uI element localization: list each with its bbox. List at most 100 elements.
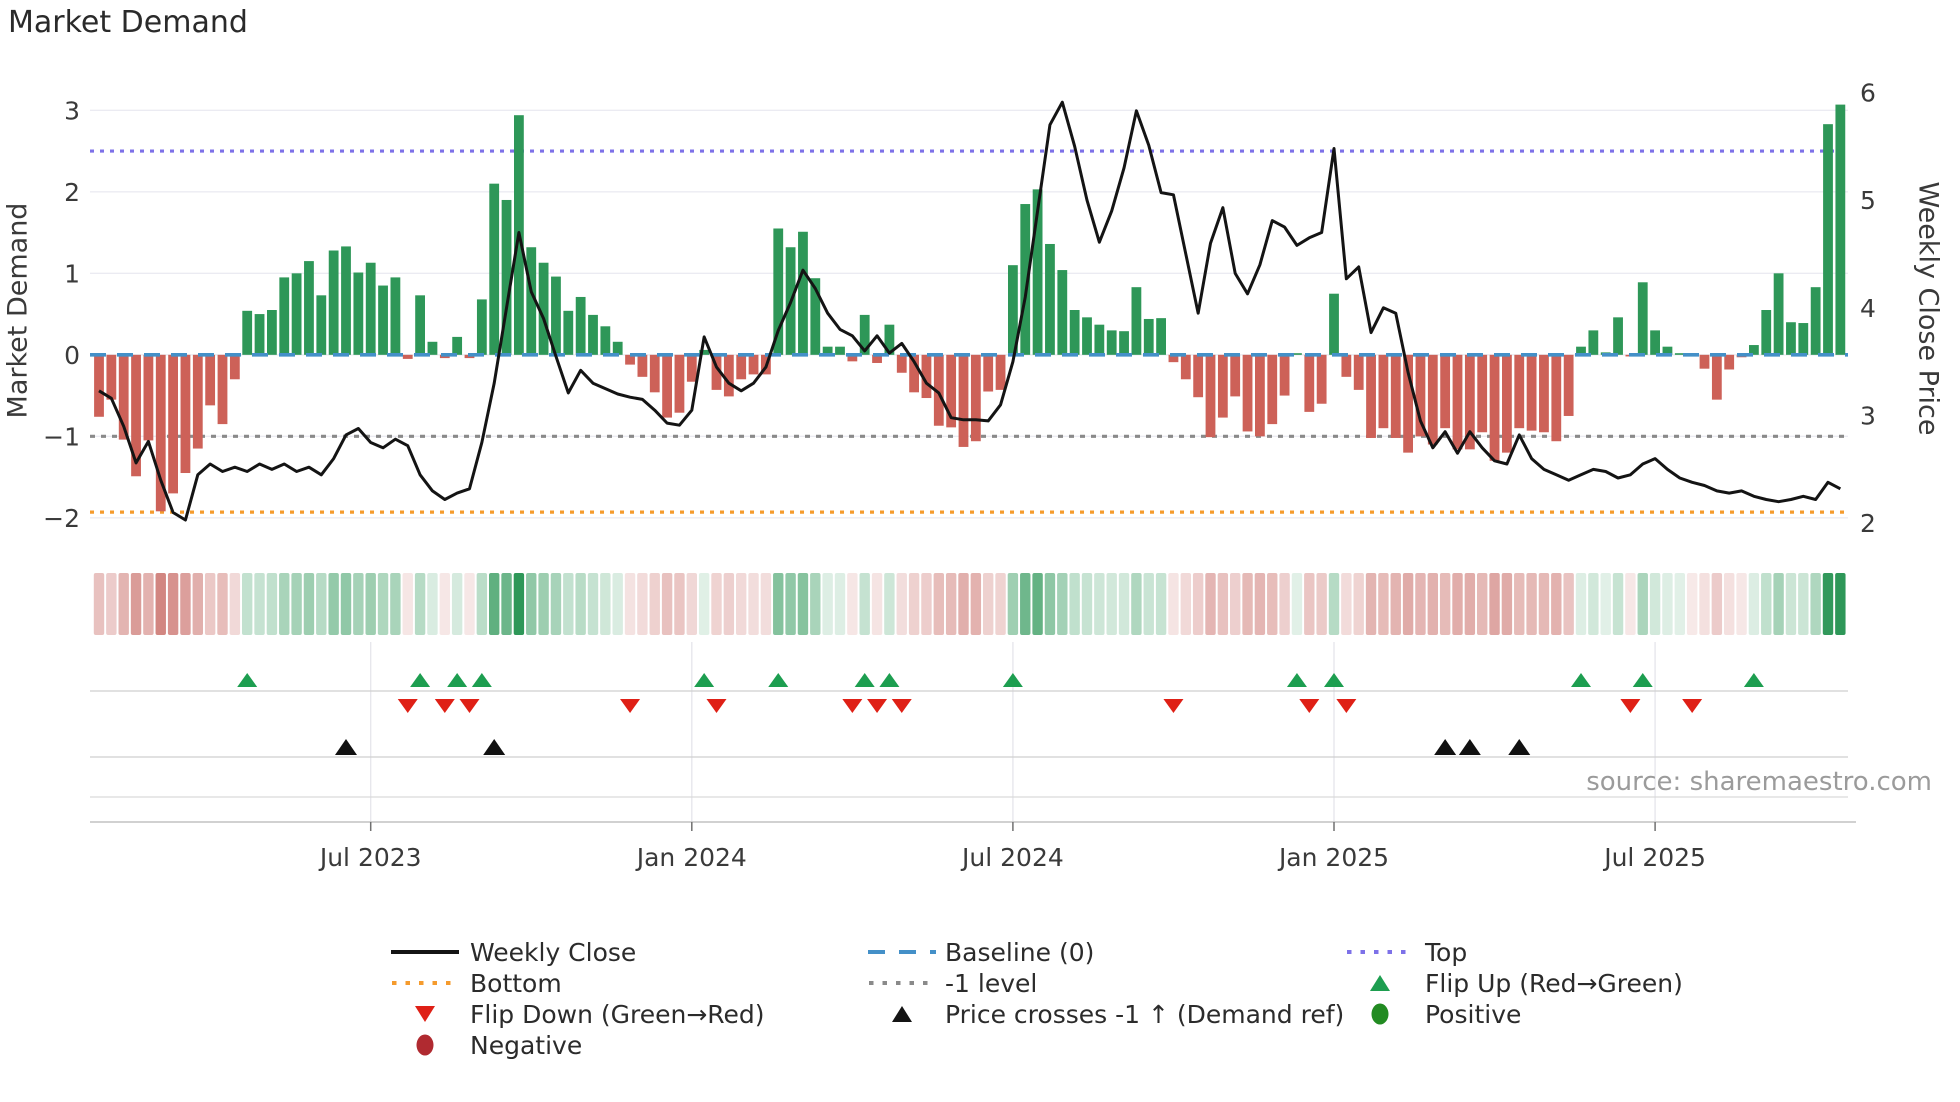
- event-markers: [237, 673, 1764, 755]
- flip-down-marker: [459, 699, 480, 713]
- flip-down-marker: [1336, 699, 1357, 713]
- heatmap-cell: [661, 573, 673, 635]
- demand-bar: [415, 295, 425, 355]
- heatmap-cell: [1452, 573, 1463, 635]
- heatmap-cell: [600, 573, 611, 635]
- heatmap-cell: [1316, 573, 1327, 635]
- right-axis-tick: 6: [1860, 78, 1876, 107]
- heatmap-cell: [340, 573, 352, 635]
- heatmap-cell: [180, 573, 191, 635]
- price-cross-marker: [483, 739, 506, 755]
- demand-bar: [1761, 310, 1772, 355]
- heatmap-cell: [649, 573, 660, 635]
- demand-bar: [1353, 354, 1364, 390]
- demand-bar: [625, 354, 635, 365]
- demand-bar: [328, 250, 339, 355]
- heatmap-cell: [1168, 573, 1179, 635]
- heatmap-cell: [1378, 573, 1389, 635]
- heatmap-cell: [550, 573, 562, 635]
- heatmap-cell: [192, 573, 203, 635]
- demand-bar: [267, 310, 277, 355]
- flip-down-marker: [620, 699, 641, 713]
- flip-up-marker: [471, 673, 492, 687]
- demand-bar: [1069, 310, 1080, 355]
- heatmap-cell: [1020, 573, 1031, 635]
- flip-down-marker: [891, 699, 912, 713]
- heatmap-cell: [155, 573, 166, 635]
- demand-bar: [1810, 287, 1821, 355]
- heatmap-cell: [1180, 573, 1191, 635]
- demand-bar: [649, 354, 660, 393]
- heatmap-cell: [501, 573, 512, 635]
- demand-bar: [1292, 353, 1302, 355]
- demand-bar: [155, 354, 166, 512]
- demand-bar: [1464, 354, 1475, 450]
- left-axis-tick: −1: [43, 422, 80, 451]
- demand-bar: [1131, 287, 1142, 355]
- flip-down-marker: [842, 699, 863, 713]
- demand-bar: [1749, 345, 1759, 355]
- demand-bar: [1427, 354, 1438, 445]
- legend-triangle-up: [1370, 975, 1390, 991]
- heatmap-cell: [1724, 573, 1735, 635]
- demand-bar: [1637, 282, 1648, 355]
- heatmap-cell: [970, 573, 982, 635]
- demand-bar: [304, 261, 314, 355]
- demand-bar: [1255, 354, 1265, 437]
- flip-up-marker: [694, 673, 715, 687]
- demand-bar: [1045, 243, 1055, 355]
- heatmap-cell: [1415, 573, 1426, 635]
- demand-bar: [1724, 354, 1735, 370]
- demand-bar: [106, 354, 117, 400]
- heatmap-cell: [686, 573, 697, 635]
- price-cross-marker: [1434, 739, 1457, 755]
- demand-bar: [1823, 124, 1833, 355]
- flip-down-marker: [867, 699, 888, 713]
- heatmap-cell: [810, 573, 821, 635]
- heatmap-cell: [1736, 573, 1747, 635]
- demand-bar: [1032, 189, 1043, 355]
- demand-bar: [1156, 318, 1166, 355]
- heatmap-cell: [328, 573, 339, 635]
- heatmap-cell: [1402, 573, 1414, 635]
- demand-bar: [773, 228, 784, 355]
- demand-bar: [1403, 354, 1413, 453]
- heatmap-cell: [1810, 573, 1821, 635]
- heatmap-cell: [563, 573, 574, 635]
- heatmap-cell: [1835, 573, 1846, 635]
- demand-bar: [674, 354, 685, 413]
- demand-bar: [872, 354, 882, 363]
- demand-bar: [1835, 104, 1846, 355]
- demand-bar: [168, 354, 178, 494]
- heatmap-cell: [316, 573, 327, 635]
- demand-bar: [958, 354, 969, 447]
- heatmap-cell: [414, 573, 426, 635]
- heatmap-cell: [822, 573, 833, 635]
- demand-bar: [538, 262, 549, 355]
- heatmap-cell: [1785, 573, 1797, 635]
- heatmap-cell: [797, 573, 809, 635]
- x-axis-tick-label: Jan 2024: [635, 843, 747, 872]
- heatmap-cell: [1032, 573, 1043, 635]
- heatmap-cell: [1489, 573, 1500, 635]
- right-axis-tick: 5: [1860, 186, 1876, 215]
- demand-bar: [896, 354, 907, 373]
- heatmap-cell: [1477, 573, 1488, 635]
- heatmap-cell: [118, 573, 129, 635]
- demand-bar: [353, 272, 364, 355]
- heatmap-cell: [106, 573, 117, 635]
- demand-bar: [859, 314, 870, 355]
- heatmap-cell: [921, 573, 932, 635]
- left-axis-tick: 0: [64, 341, 80, 370]
- heatmap-cell: [1242, 573, 1253, 635]
- heatmap-strip: [93, 573, 1846, 635]
- demand-bar: [1650, 330, 1660, 355]
- chart-title: Market Demand: [8, 5, 248, 40]
- heatmap-cell: [279, 573, 290, 635]
- legend-label: -1 level: [945, 969, 1037, 998]
- price-cross-marker: [1508, 739, 1531, 755]
- demand-bar: [1230, 354, 1241, 397]
- heatmap-cell: [1267, 573, 1278, 635]
- heatmap-cell: [217, 573, 228, 635]
- demand-bar: [1514, 354, 1525, 429]
